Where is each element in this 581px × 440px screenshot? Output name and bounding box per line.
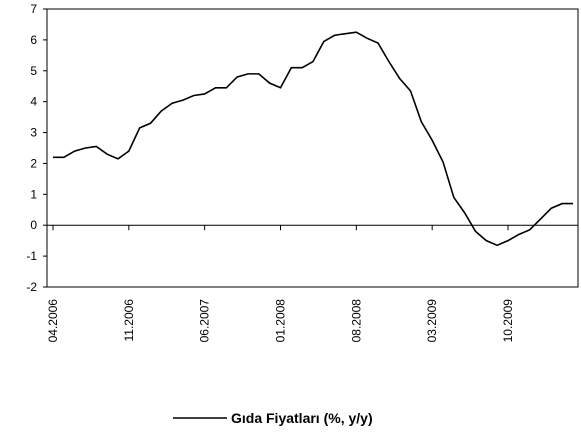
y-tick-label: -1	[26, 249, 37, 263]
series-line	[53, 31, 573, 247]
y-tick-label: 2	[30, 156, 37, 170]
y-tick-label: 3	[30, 126, 37, 140]
y-tick-label: 6	[30, 33, 37, 47]
y-tick-label: 0	[30, 218, 37, 232]
y-tick-label: 7	[30, 2, 37, 16]
x-tick-label: 11.2006	[122, 299, 136, 342]
y-tick-label: 4	[30, 95, 37, 109]
x-tick-label: 08.2008	[349, 299, 363, 343]
plot-area	[46, 8, 579, 288]
y-tick-label: 5	[30, 64, 37, 78]
legend-label: Gıda Fiyatları (%, y/y)	[231, 410, 373, 426]
x-tick-label: 04.2006	[46, 299, 60, 343]
y-tick-label: -2	[26, 280, 37, 294]
x-tick-label: 03.2009	[425, 299, 439, 343]
x-tick-label: 10.2009	[501, 299, 515, 343]
x-tick-label: 06.2007	[198, 299, 212, 343]
x-tick-label: 01.2008	[274, 299, 288, 343]
y-tick-label: 1	[30, 187, 37, 201]
